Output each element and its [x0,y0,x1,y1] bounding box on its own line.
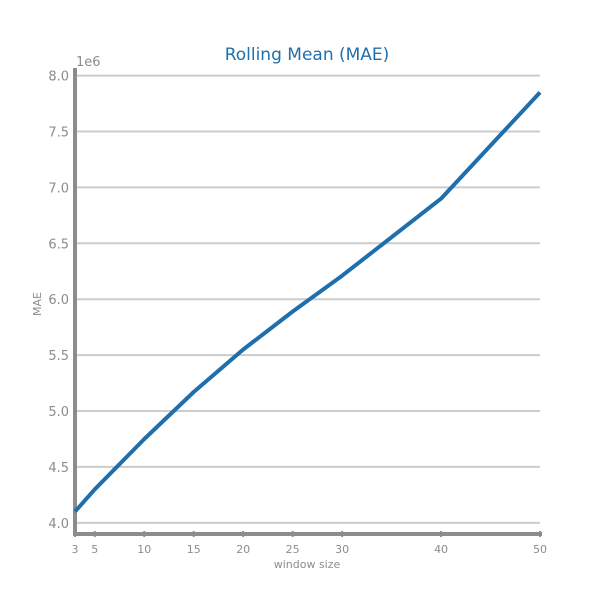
y-axis-offset-label: 1e6 [76,55,101,70]
y-tick-label: 7.5 [48,125,69,140]
y-axis-label: MAE [31,292,44,316]
series-line [73,91,542,513]
x-tick-label: 40 [434,543,448,556]
chart-title: Rolling Mean (MAE) [225,45,390,65]
x-tick-label: 5 [91,543,98,556]
y-tick-label: 6.0 [48,293,69,308]
tick-labels: 4.0 4.5 5.0 5.5 6.0 6.5 7.0 7.5 8.0 3 5 10 15 20 25 30 4… [48,70,547,556]
y-tick-label: 8.0 [48,70,69,85]
series [73,91,542,513]
x-tick-label: 3 [72,543,79,556]
x-tick-label: 30 [335,543,349,556]
x-tick-label: 10 [137,543,151,556]
axes [73,68,542,536]
x-axis-label: window size [274,558,341,571]
y-tick-label: 6.5 [48,237,69,252]
y-tick-label: 7.0 [48,181,69,196]
x-tick-label: 15 [187,543,201,556]
y-tick-label: 4.0 [48,517,69,532]
x-tick-label: 20 [236,543,250,556]
x-tick-label: 50 [533,543,547,556]
y-tick-label: 5.5 [48,349,69,364]
x-tick-label: 25 [286,543,300,556]
y-tick-label: 4.5 [48,461,69,476]
y-tick-label: 5.0 [48,405,69,420]
